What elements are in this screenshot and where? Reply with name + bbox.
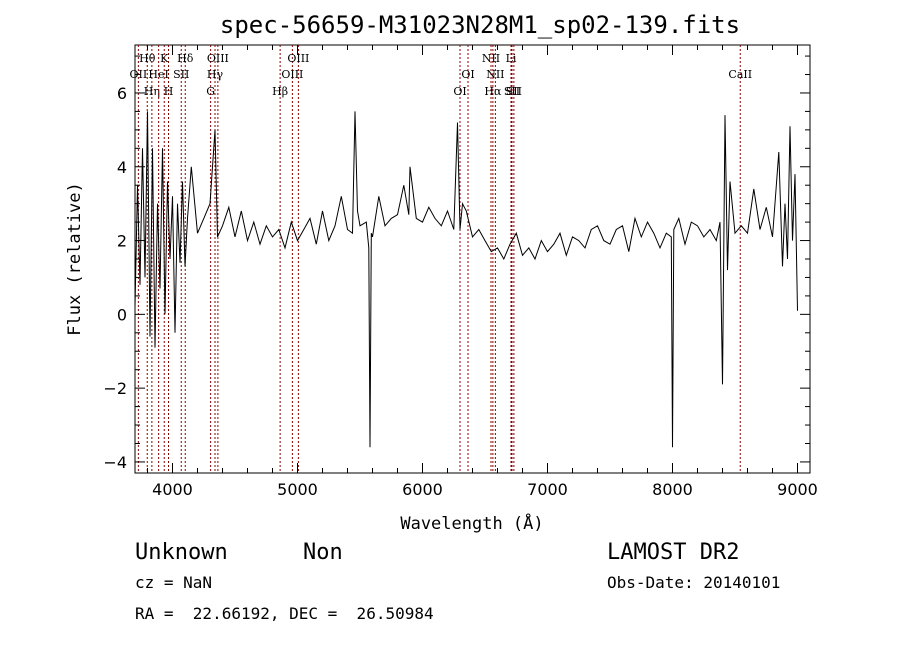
ra-dec-coordinates: RA = 22.66192, DEC = 26.50984 — [135, 604, 434, 623]
chart-title: spec-56659-M31023N28M1_sp02-139.fits — [220, 11, 740, 39]
x-axis-label: Wavelength (Å) — [400, 512, 543, 534]
spectral-line-label: Hδ — [177, 52, 194, 65]
spectral-line-label: Hα — [484, 85, 502, 98]
object-subclass: Non — [303, 540, 343, 565]
spectral-line-label: HeI — [148, 68, 168, 81]
spectral-line-label: OI — [461, 68, 474, 81]
x-axis-ticks: 4000 5000 6000 7000 8000 9000 — [147, 45, 818, 499]
spectral-line-label: NII — [482, 52, 500, 65]
spectral-line-label: NII — [486, 68, 504, 81]
spectral-line-label: K — [160, 52, 169, 65]
y-axis-ticks: −4 −2 0 2 4 6 — [103, 55, 810, 472]
spectral-line-label: SII — [506, 85, 522, 98]
spectral-line-label: SII — [504, 85, 520, 98]
x-tick-label: 8000 — [652, 480, 693, 499]
y-tick-label: 2 — [117, 232, 127, 251]
x-tick-label: 5000 — [277, 480, 318, 499]
x-tick-label: 6000 — [402, 480, 443, 499]
spectral-line-label: OIII — [281, 68, 303, 81]
x-tick-label: 4000 — [152, 480, 193, 499]
spectral-line-label: Hβ — [272, 85, 288, 98]
spectral-line-label: OIII — [287, 52, 309, 65]
y-tick-label: 0 — [117, 305, 127, 324]
spectral-line-markers: OIIHθHηHeIKHSIIHδGHγOIIIHβOIIIOIIIOIOINI… — [130, 45, 752, 473]
spectral-line-label: G — [206, 85, 215, 98]
spectral-line-label: CaII — [728, 68, 752, 81]
y-tick-label: −4 — [103, 453, 127, 472]
y-axis-label: Flux (relative) — [65, 182, 85, 336]
x-tick-label: 7000 — [527, 480, 568, 499]
redshift-value: cz = NaN — [135, 573, 212, 592]
plot-frame — [134, 44, 811, 474]
y-tick-label: −2 — [103, 379, 127, 398]
spectral-line-label: Hθ — [139, 52, 156, 65]
spectral-line-label: Hγ — [207, 68, 224, 81]
y-tick-label: 6 — [117, 84, 127, 103]
x-tick-label: 9000 — [777, 480, 818, 499]
spectral-line-label: H — [164, 85, 174, 98]
spectral-line-label: SII — [173, 68, 189, 81]
spectral-line-label: Hη — [144, 85, 160, 98]
flux-series-line — [134, 111, 798, 448]
spectral-line-label: Li — [506, 52, 517, 65]
spectral-line-label: OI — [453, 85, 466, 98]
observation-date: Obs-Date: 20140101 — [607, 573, 780, 592]
spectral-line-label: OIII — [207, 52, 229, 65]
survey-name: LAMOST DR2 — [607, 540, 739, 565]
y-tick-label: 4 — [117, 158, 127, 177]
object-class: Unknown — [135, 540, 228, 565]
